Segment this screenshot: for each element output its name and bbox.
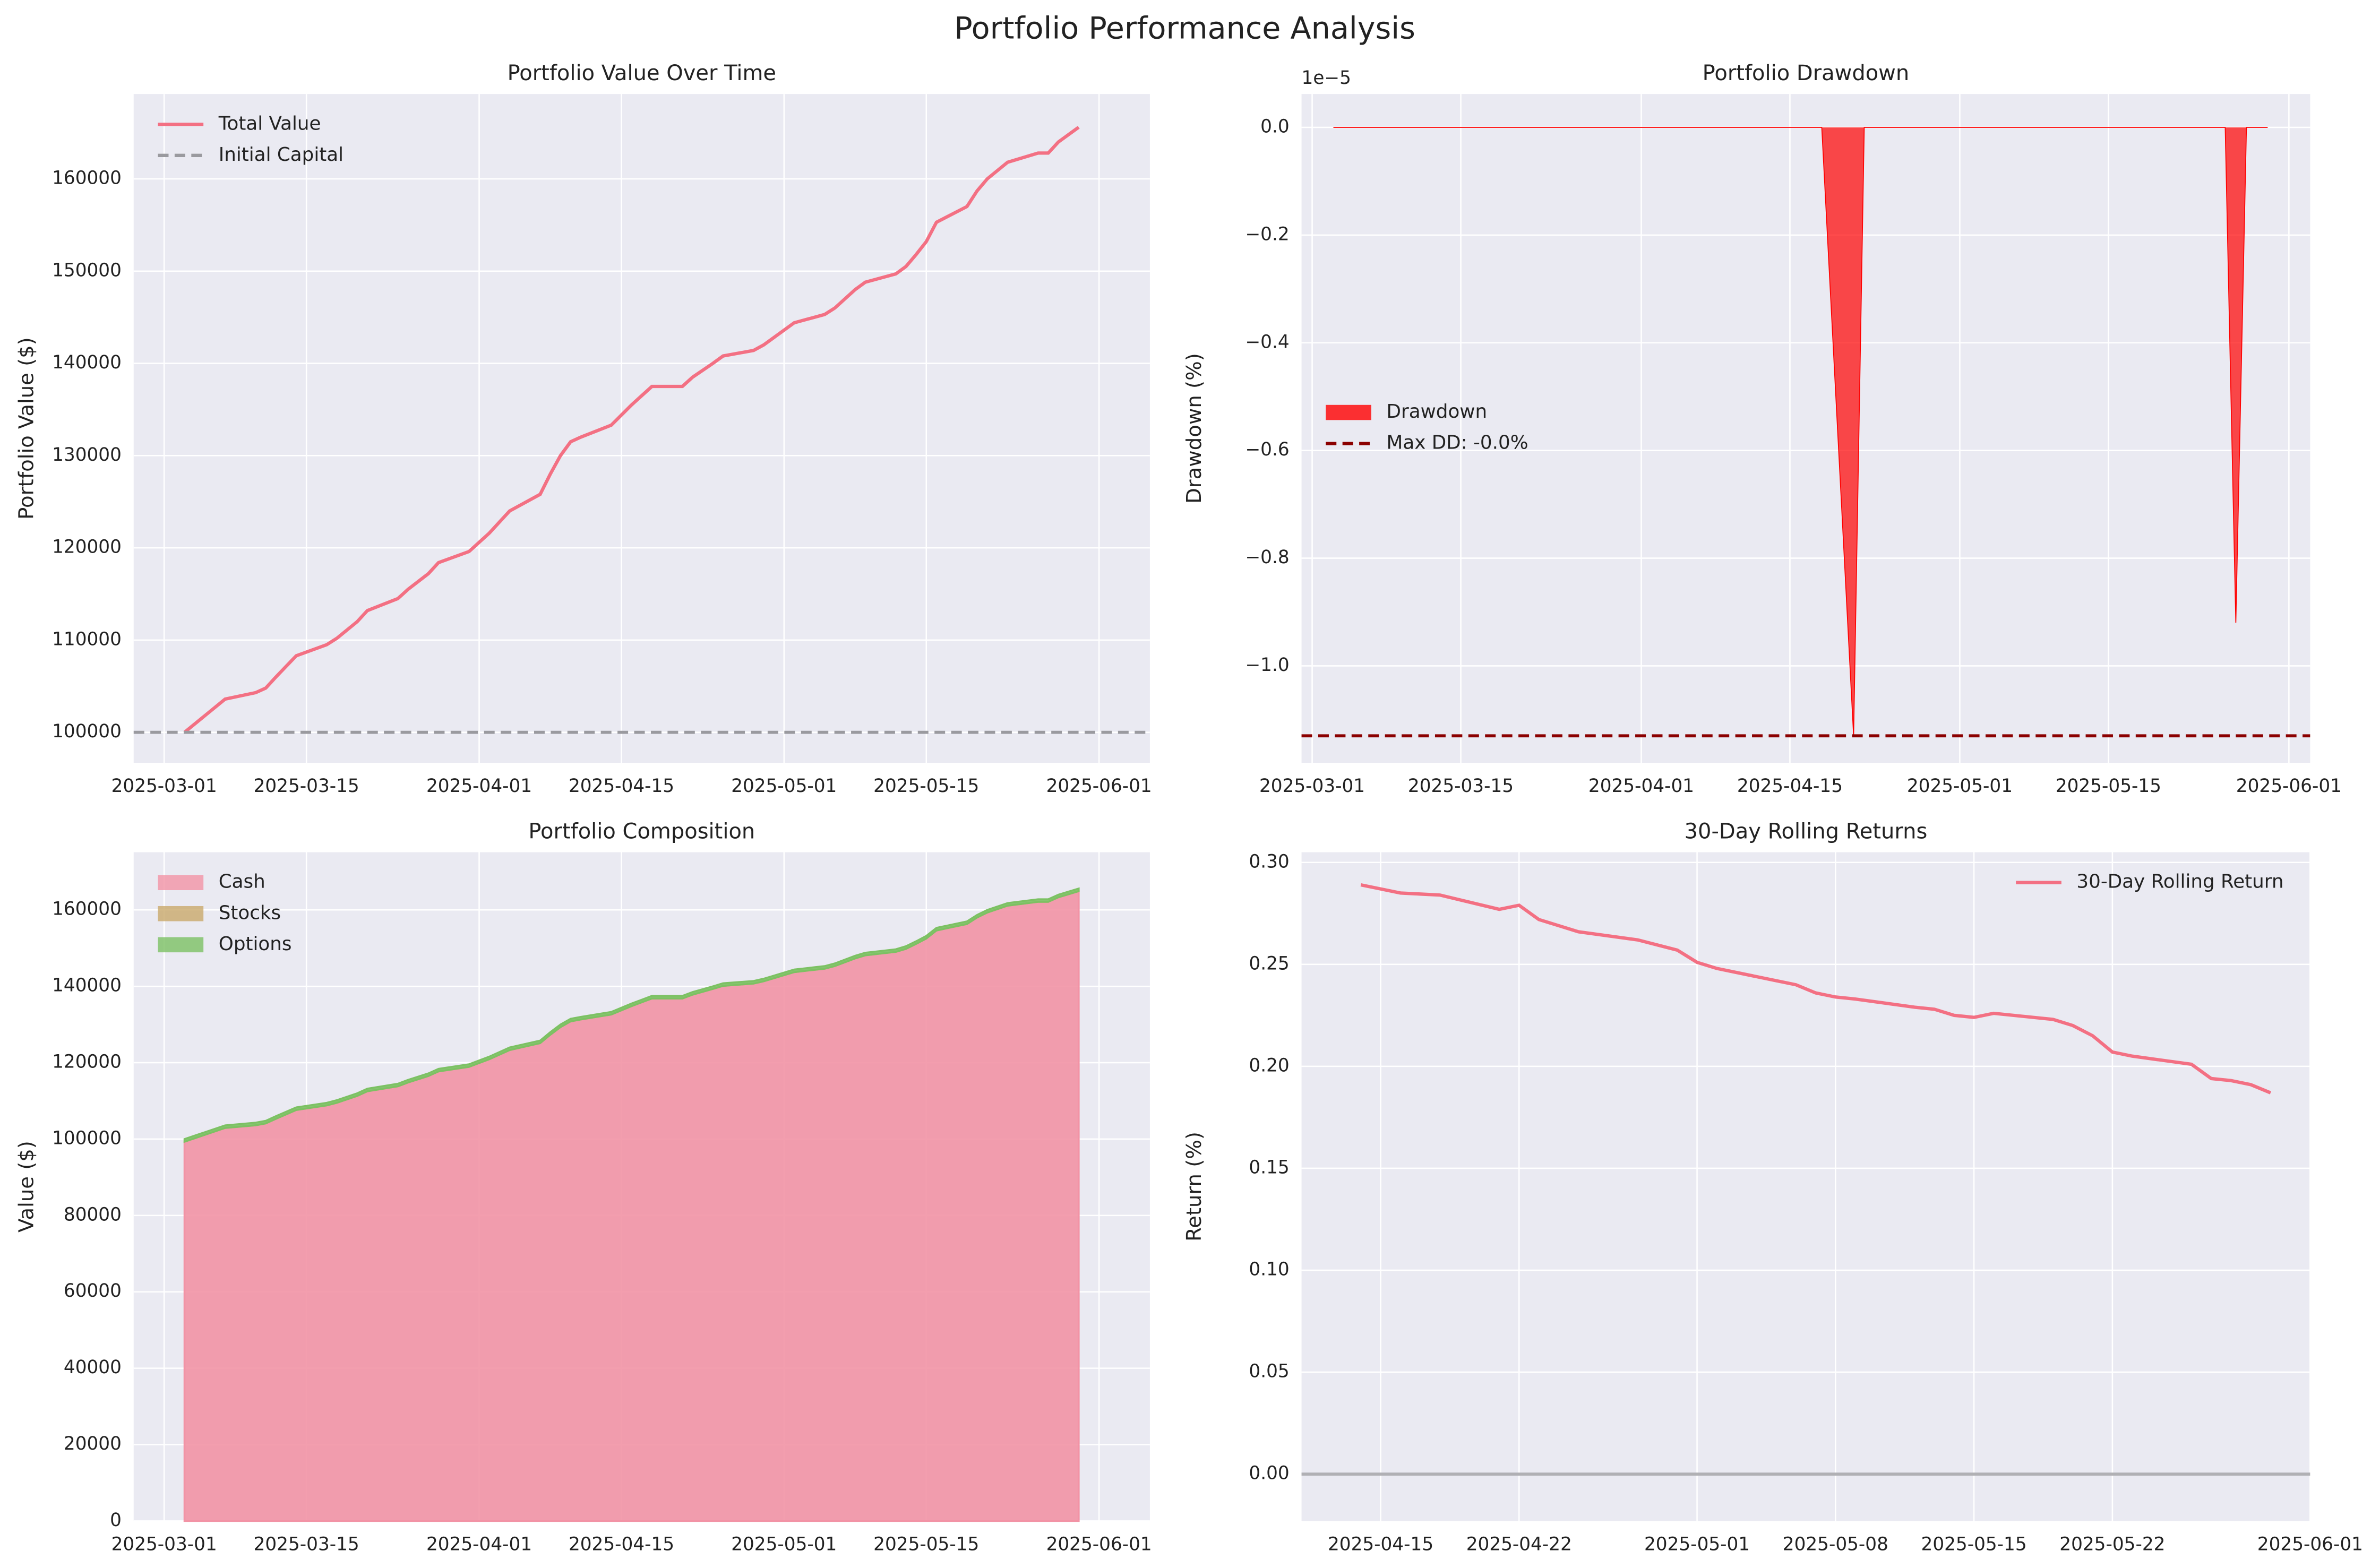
- data-line: [183, 126, 1080, 734]
- x-tick-label: 2025-04-15: [1328, 1534, 1433, 1555]
- y-tick-label: 140000: [52, 975, 122, 996]
- y-tick-label: 0.15: [1249, 1157, 1289, 1178]
- y-axis-label: Return (%): [1182, 1132, 1206, 1242]
- x-tick-label: 2025-04-01: [426, 776, 532, 797]
- x-tick-label: 2025-05-01: [1907, 776, 2013, 797]
- y-tick-label: −1.0: [1245, 654, 1289, 676]
- data-line: [1360, 883, 2272, 1095]
- legend-label: Cash: [219, 871, 265, 893]
- plot-background: [133, 94, 1150, 763]
- legend-swatch: [158, 875, 204, 890]
- y-tick-label: 100000: [52, 721, 122, 742]
- y-tick-label: 100000: [52, 1127, 122, 1149]
- chart-title: Portfolio Value Over Time: [508, 61, 776, 85]
- y-tick-label: 20000: [64, 1433, 122, 1454]
- x-tick-label: 2025-05-01: [731, 1534, 837, 1555]
- x-tick-label: 2025-05-15: [873, 1534, 979, 1555]
- plot-background: [1301, 94, 2310, 763]
- x-tick-label: 2025-04-15: [1737, 776, 1843, 797]
- y-tick-label: 80000: [64, 1204, 122, 1225]
- x-tick-label: 2025-05-08: [1783, 1534, 1888, 1555]
- x-tick-label: 2025-03-15: [254, 1534, 359, 1555]
- legend-label: Max DD: -0.0%: [1387, 432, 1528, 454]
- x-tick-label: 2025-06-01: [1046, 1534, 1152, 1555]
- y-tick-label: 150000: [52, 260, 122, 281]
- y-tick-label: 120000: [52, 537, 122, 558]
- x-tick-label: 2025-03-15: [1408, 776, 1514, 797]
- offset-text: 1e−5: [1302, 67, 1351, 89]
- legend-label: Stocks: [219, 902, 281, 924]
- x-tick-label: 2025-03-01: [111, 776, 217, 797]
- y-tick-label: 0.30: [1249, 851, 1289, 872]
- chart-title: 30-Day Rolling Returns: [1685, 819, 1928, 843]
- x-tick-label: 2025-05-15: [1921, 1534, 2027, 1555]
- legend-label: Total Value: [218, 113, 321, 134]
- x-tick-label: 2025-04-15: [569, 776, 674, 797]
- y-tick-label: −0.2: [1245, 223, 1289, 245]
- stacked-area: [183, 887, 1080, 1143]
- x-tick-label: 2025-03-15: [254, 776, 359, 797]
- x-tick-label: 2025-04-01: [1588, 776, 1694, 797]
- legend-swatch: [1326, 404, 1371, 420]
- legend-label: Initial Capital: [219, 144, 343, 166]
- chart-title: Portfolio Drawdown: [1703, 61, 1910, 85]
- legend-label: 30-Day Rolling Return: [2076, 871, 2283, 893]
- y-tick-label: 0.10: [1249, 1259, 1289, 1280]
- y-tick-label: 0.25: [1249, 953, 1289, 974]
- y-tick-label: 0.00: [1249, 1463, 1289, 1484]
- y-tick-label: 140000: [52, 352, 122, 373]
- chart-title: Portfolio Composition: [528, 819, 755, 843]
- x-tick-label: 2025-03-01: [111, 1534, 217, 1555]
- y-tick-label: 0: [110, 1510, 122, 1531]
- x-tick-label: 2025-05-15: [873, 776, 979, 797]
- y-tick-label: −0.6: [1245, 439, 1289, 460]
- y-tick-label: 40000: [64, 1357, 122, 1378]
- x-tick-label: 2025-05-01: [1644, 1534, 1750, 1555]
- x-tick-label: 2025-06-01: [2257, 1534, 2363, 1555]
- x-tick-label: 2025-05-15: [2056, 776, 2161, 797]
- y-axis-label: Value ($): [14, 1141, 38, 1233]
- y-axis-label: Portfolio Value ($): [14, 337, 38, 520]
- y-tick-label: −0.8: [1245, 547, 1289, 568]
- legend-swatch: [158, 937, 204, 953]
- y-tick-label: −0.4: [1245, 331, 1289, 352]
- y-tick-label: 0.05: [1249, 1361, 1289, 1382]
- y-tick-label: 110000: [52, 628, 122, 650]
- x-tick-label: 2025-06-01: [2236, 776, 2342, 797]
- x-tick-label: 2025-04-15: [569, 1534, 674, 1555]
- y-tick-label: 120000: [52, 1052, 122, 1073]
- data-line: [1333, 127, 2268, 736]
- plot-background: [1301, 852, 2310, 1521]
- figure-title: Portfolio Performance Analysis: [954, 11, 1415, 46]
- y-tick-label: 60000: [64, 1280, 122, 1302]
- x-tick-label: 2025-05-22: [2059, 1534, 2165, 1555]
- y-tick-label: 130000: [52, 444, 122, 466]
- y-tick-label: 160000: [52, 899, 122, 920]
- legend-label: Drawdown: [1387, 401, 1488, 423]
- legend-label: Options: [219, 933, 292, 955]
- x-tick-label: 2025-06-01: [1046, 776, 1152, 797]
- x-tick-label: 2025-03-01: [1259, 776, 1365, 797]
- y-axis-label: Drawdown (%): [1182, 353, 1206, 504]
- legend-swatch: [158, 906, 204, 921]
- x-tick-label: 2025-05-01: [731, 776, 837, 797]
- x-tick-label: 2025-04-22: [1466, 1534, 1572, 1555]
- y-tick-label: 0.20: [1249, 1055, 1289, 1076]
- x-tick-label: 2025-04-01: [426, 1534, 532, 1555]
- y-tick-label: 160000: [52, 167, 122, 188]
- y-tick-label: 0.0: [1260, 116, 1290, 137]
